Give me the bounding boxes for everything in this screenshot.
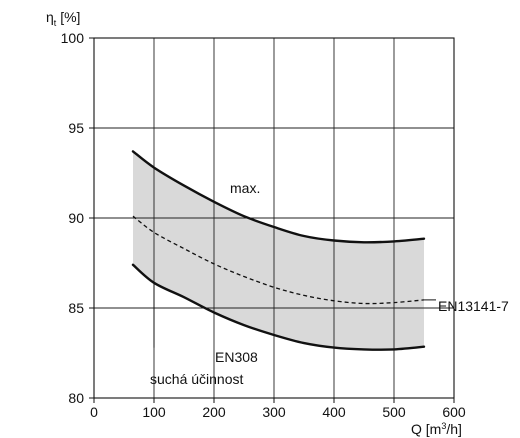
band-area	[133, 151, 424, 350]
tick-labels: 0 100 200 300 400 500 600 80 85 90 95 100	[61, 30, 466, 420]
x-tick-label-500: 500	[382, 404, 406, 420]
y-axis-label: ηt [%]	[46, 9, 80, 28]
x-tick-label-400: 400	[322, 404, 346, 420]
x-axis-label: Q [m3/h]	[411, 421, 462, 437]
y-tick-label-100: 100	[61, 30, 85, 46]
x-tick-label-600: 600	[442, 404, 466, 420]
series-line-2	[132, 215, 425, 305]
series-lines	[131, 150, 426, 351]
annotation-en308-line2: suchá účinnost	[150, 371, 244, 387]
series-line-3	[131, 263, 426, 351]
y-tick-label-95: 95	[68, 120, 84, 136]
annotation-en13141: EN13141-7	[438, 298, 509, 314]
series-line-1	[131, 150, 426, 244]
efficiency-band-fill	[133, 151, 424, 350]
x-tick-label-100: 100	[142, 404, 166, 420]
x-tick-label-300: 300	[262, 404, 286, 420]
y-tick-label-85: 85	[68, 300, 84, 316]
y-tick-label-80: 80	[68, 390, 84, 406]
x-tick-label-200: 200	[202, 404, 226, 420]
y-tick-label-90: 90	[68, 210, 84, 226]
annotation-leaders	[153, 282, 436, 348]
x-tick-label-0: 0	[90, 404, 98, 420]
annotation-en308-line1: EN308	[215, 349, 258, 365]
annotation-max: max.	[230, 180, 260, 196]
